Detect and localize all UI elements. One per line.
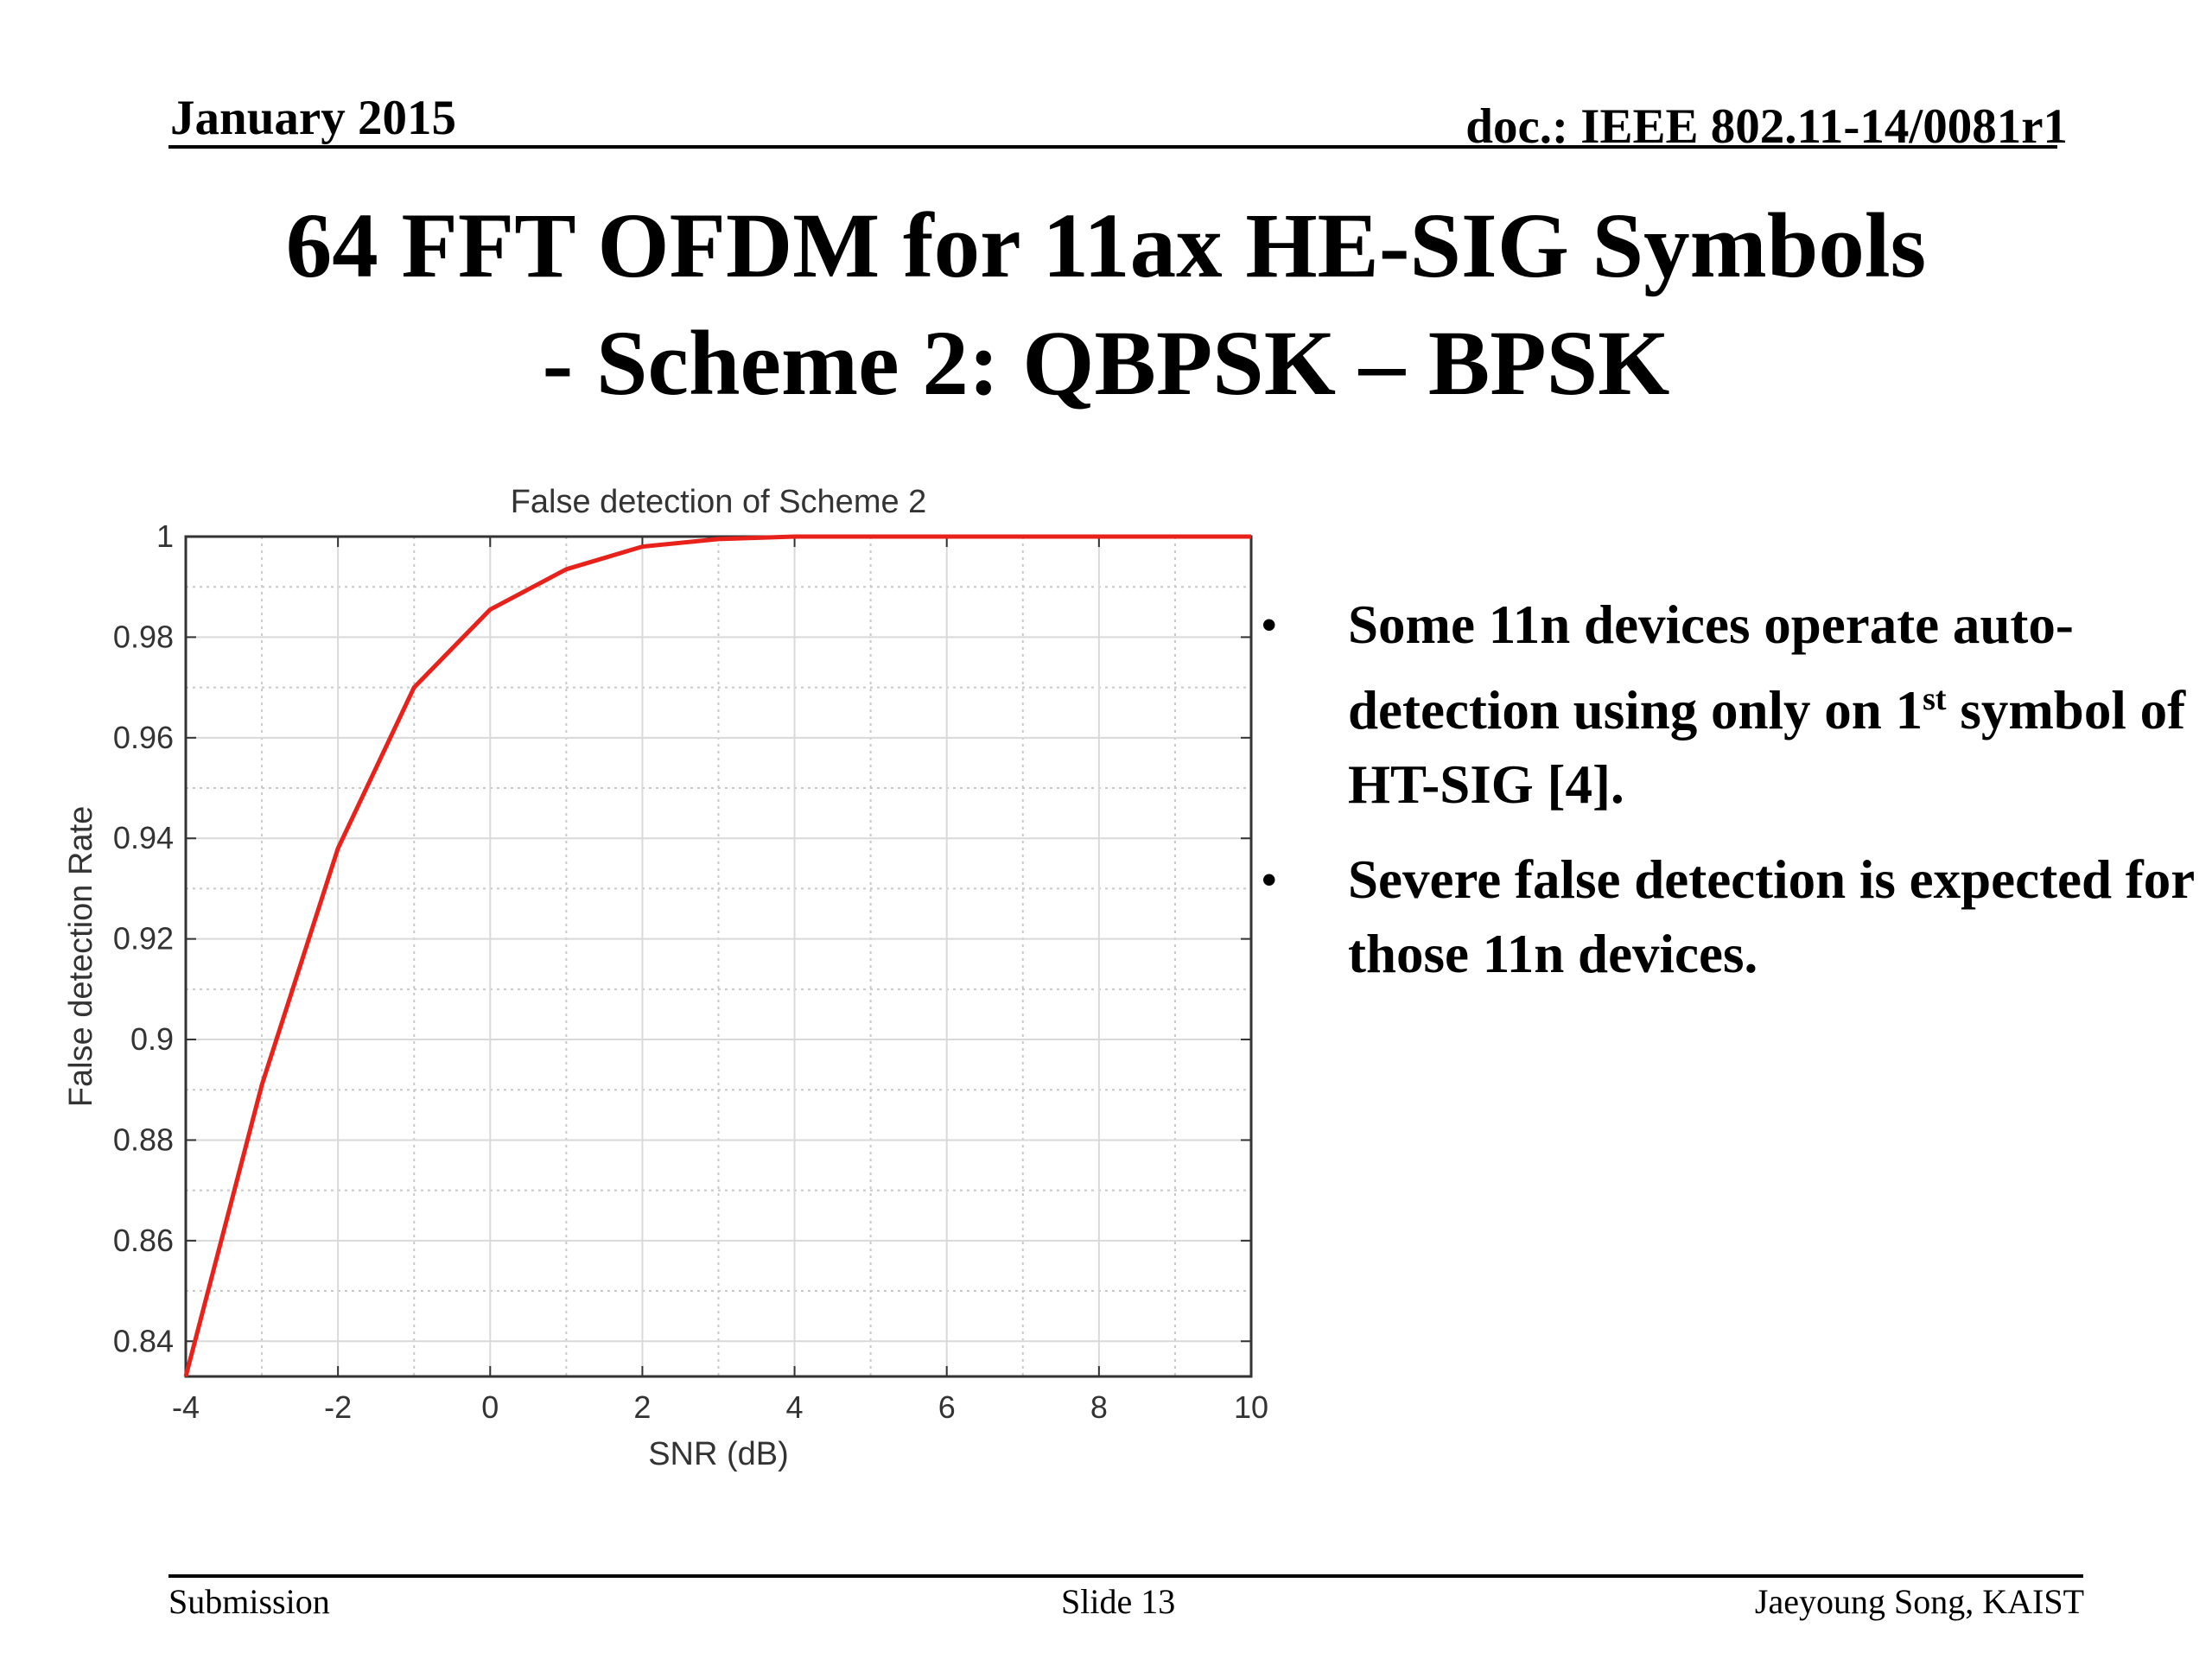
bullet-marker: • (1262, 855, 1277, 904)
y-tick-label: 0.84 (113, 1323, 174, 1358)
y-tick-label: 0.86 (113, 1223, 174, 1258)
bullet-text: Severe false detection is expected for t… (1348, 849, 2195, 984)
header-doc-id: doc.: IEEE 802.11-14/0081r1 (1465, 99, 2068, 154)
y-tick-label: 1 (156, 518, 174, 554)
y-tick-label: 0.92 (113, 921, 174, 957)
x-tick-label: 10 (1234, 1389, 1268, 1425)
footer-submission: Submission (168, 1582, 330, 1621)
y-tick-label: 0.94 (113, 820, 174, 855)
bullet-list: • Some 11n devices operate auto-detectio… (1262, 588, 2195, 1012)
chart-title: False detection of Scheme 2 (511, 484, 927, 520)
x-tick-label: -2 (324, 1389, 352, 1425)
false-detection-chart: -4 -2 0 2 4 6 8 10 0.84 0.86 0.88 0.9 0.92 0.94 0.96 0.… (63, 484, 1268, 1472)
x-tick-label: 8 (1090, 1389, 1108, 1425)
y-tick-label: 0.96 (113, 720, 174, 755)
y-tick-label: 0.98 (113, 619, 174, 654)
bullet-text-continued: symbol of HT-SIG [4]. (1348, 680, 2186, 815)
footer-author: Jaeyoung Song, KAIST (1754, 1582, 2084, 1621)
header-date: January 2015 (170, 91, 456, 145)
footer-divider (168, 1574, 2083, 1578)
slide-title-line-2: - Scheme 2: QBPSK – BPSK (542, 313, 1670, 415)
x-tick-label: 0 (481, 1389, 499, 1425)
x-tick-label: 2 (633, 1389, 651, 1425)
bullet-superscript: st (1923, 681, 1947, 717)
bullet-text: Some 11n devices operate auto-detection … (1348, 594, 2074, 741)
y-tick-label: 0.88 (113, 1122, 174, 1157)
y-tick-label: 0.9 (130, 1021, 174, 1057)
bullet-marker: • (1262, 601, 1277, 649)
x-tick-label: 4 (786, 1389, 804, 1425)
bullet-item: • Some 11n devices operate auto-detectio… (1262, 588, 2195, 822)
y-axis-label: False detection Rate (63, 806, 99, 1108)
x-axis-label: SNR (dB) (648, 1436, 789, 1472)
header-divider (168, 145, 2057, 149)
series-line (183, 534, 1251, 1377)
x-tick-label: 6 (938, 1389, 956, 1425)
footer-slide-number: Slide 13 (1061, 1582, 1176, 1621)
x-tick-label: -4 (172, 1389, 200, 1425)
slide-title-line-1: 64 FFT OFDM for 11ax HE-SIG Symbols (285, 195, 1927, 297)
axes-frame (184, 535, 1253, 1378)
bullet-item: • Severe false detection is expected for… (1262, 842, 2195, 991)
